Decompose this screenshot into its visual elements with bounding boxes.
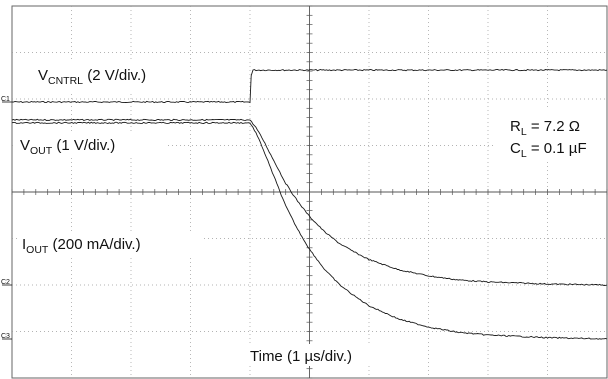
vout-label-rest: (1 V/div.) <box>52 137 115 154</box>
iout-label-bg <box>18 232 202 256</box>
cl-main: C <box>510 140 521 157</box>
vout-label-main: V <box>20 137 30 154</box>
vcntrl-label: VCNTRL (2 V/div.) <box>38 67 146 87</box>
vcntrl-channel-label: C1 <box>1 96 10 103</box>
x-axis-label: Time (1 µs/div.) <box>250 348 352 365</box>
rl-main: R <box>510 118 521 135</box>
vout-channel-label: C2 <box>1 279 10 286</box>
vout-label-sub: OUT <box>30 145 53 157</box>
iout-channel-label: C3 <box>1 333 10 340</box>
rl-sub: L <box>521 126 527 138</box>
vcntrl-trace <box>11 68 608 104</box>
annotation-bg <box>494 110 606 160</box>
graticule <box>11 5 608 379</box>
iout-label-main: I <box>22 236 26 253</box>
vcntrl-label-bg <box>34 60 180 92</box>
traces <box>11 68 608 340</box>
cl-annotation: CL = 0.1 µF <box>510 140 587 160</box>
vcntrl-label-rest: (2 V/div.) <box>83 67 146 84</box>
vout-label-bg <box>16 133 166 157</box>
iout-trace <box>11 121 608 340</box>
iout-label-rest: (200 mA/div.) <box>48 236 140 253</box>
rl-rest: = 7.2 Ω <box>527 118 580 135</box>
cl-rest: = 0.1 µF <box>527 140 587 157</box>
cl-sub: L <box>521 148 527 160</box>
vout-trace <box>11 118 608 286</box>
vout-label: VOUT (1 V/div.) <box>20 137 115 157</box>
channel-markers: C1 C2 C3 <box>1 96 12 340</box>
rl-annotation: RL = 7.2 Ω <box>510 118 580 138</box>
vcntrl-label-sub: CNTRL <box>48 75 83 87</box>
iout-label: IOUT (200 mA/div.) <box>22 236 141 256</box>
iout-label-sub: OUT <box>26 244 49 256</box>
xlabel-bg <box>248 344 380 366</box>
vcntrl-label-main: V <box>38 67 48 84</box>
